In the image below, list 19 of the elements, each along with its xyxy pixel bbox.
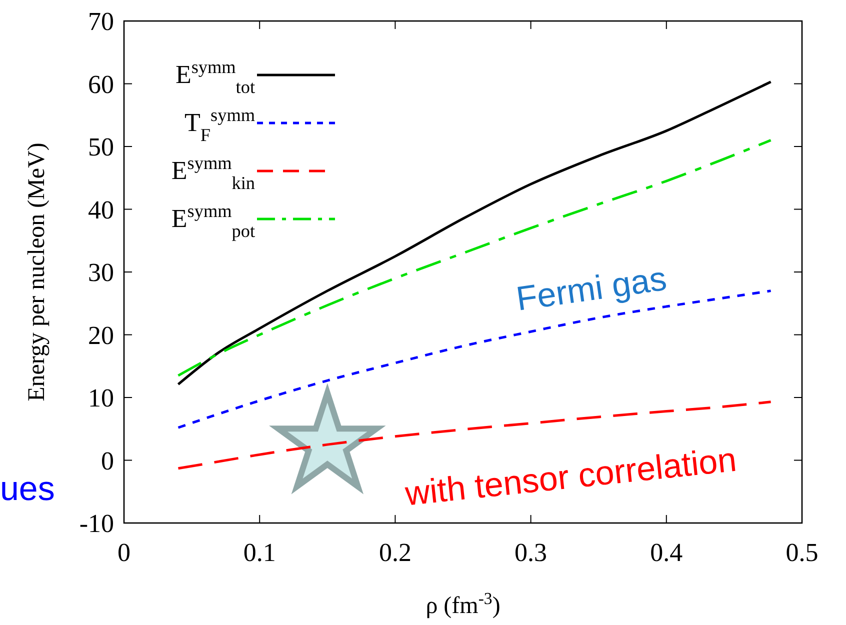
y-tick-label: 20 [88,320,114,350]
y-tick-label: 10 [88,384,114,412]
y-tick-label: 30 [88,258,114,287]
annotation: with tensor correlation [402,440,738,514]
x-tick-label: 0.5 [786,538,818,567]
text: ues [0,470,55,508]
x-tick-label: 0.3 [514,538,548,567]
y-tick-label: 50 [88,132,114,162]
y-tick-label: -10 [79,509,114,538]
y-tick-label: 70 [88,7,114,36]
x-tick-label: 0.1 [243,538,276,567]
y-tick-label: 60 [88,70,114,99]
x-tick-label: 0.4 [650,538,683,567]
x-axis-title: ρ (fm$^{-3}$) [426,588,500,619]
y-axis-title: Energy per nucleon (MeV) [24,142,50,402]
y-tick-label: 40 [88,195,114,224]
annotation: Fermi gas [514,260,669,318]
y-tick-label: 0 [101,446,114,476]
x-tick-label: 0.2 [378,538,412,567]
